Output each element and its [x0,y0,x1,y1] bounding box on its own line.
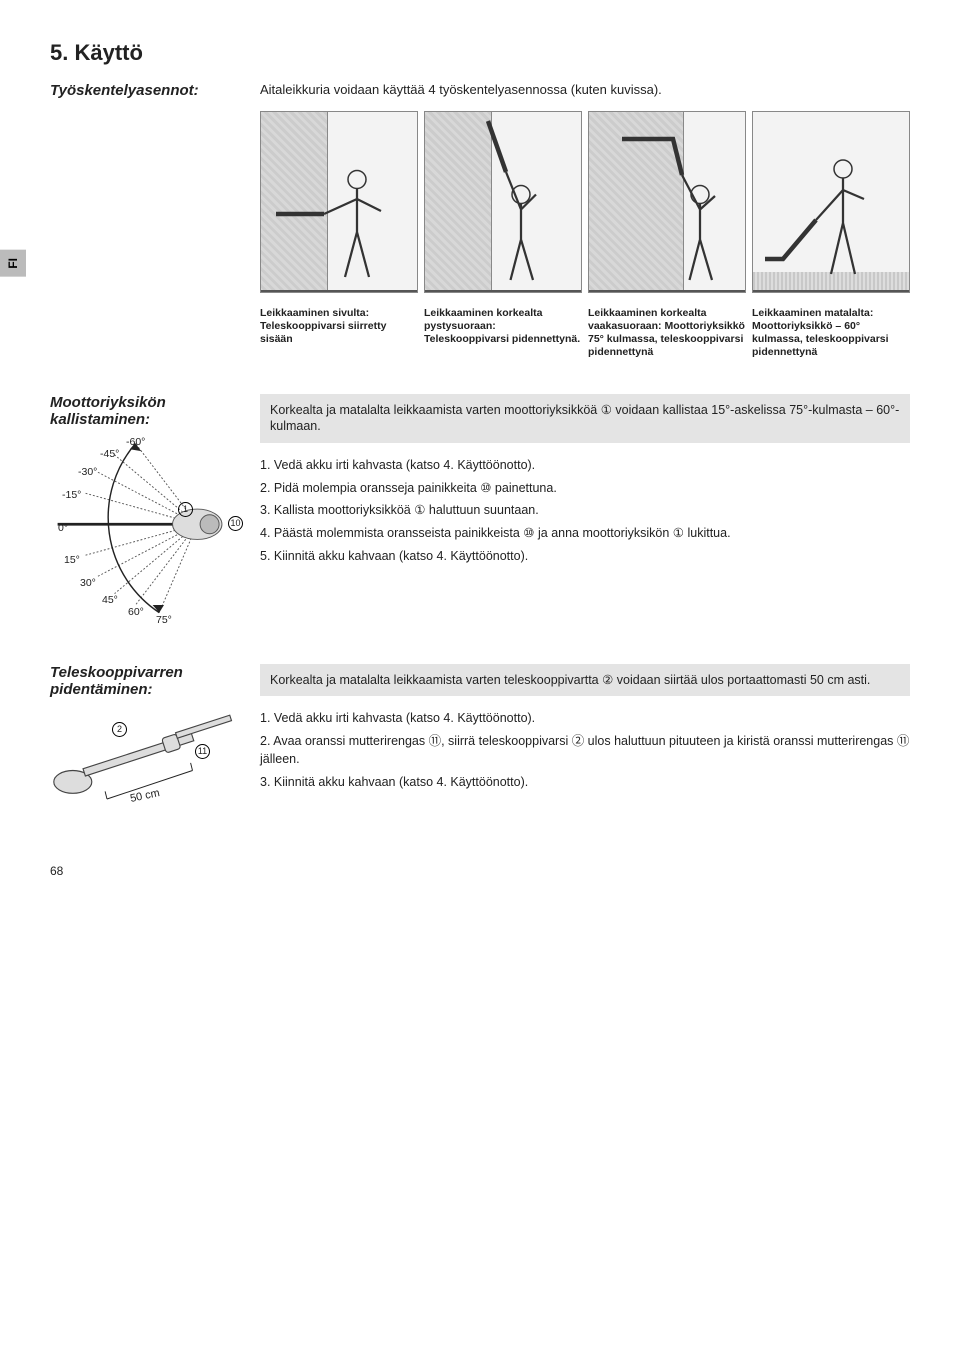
tele-section-label: Teleskooppivarren pidentäminen: [50,664,240,698]
page-number: 68 [50,864,910,878]
caption-row: Leikkaaminen sivulta: Teleskooppivarsi s… [260,307,910,360]
caption-3: Leikkaaminen korkealta vaakasuoraan: Moo… [588,307,746,360]
intro-text: Aitaleikkuria voidaan käyttää 4 työskent… [260,82,910,97]
tele-step-2: 2. Avaa oranssi mutterirengas ⑪, siirrä … [260,732,910,770]
illustration-high-horizontal [588,111,746,293]
marker-10: 10 [228,516,243,531]
illustration-row [260,111,910,293]
marker-2: 2 [112,722,127,737]
caption-4: Leikkaaminen matalalta: Moottoriyksikkö … [752,307,910,360]
tilt-section-label: Moottoriyksikön kallistaminen: [50,394,240,428]
angle-30: 30° [80,577,96,589]
illustration-side-cut [260,111,418,293]
angle-45: 45° [102,594,118,606]
tilt-greybox: Korkealta ja matalalta leikkaamista vart… [260,394,910,444]
angle-n30: -30° [78,466,97,478]
angle-15: 15° [64,554,80,566]
section-heading: 5. Käyttö [50,40,910,66]
marker-11: 11 [195,744,210,759]
tilt-step-5: 5. Kiinnitä akku kahvaan (katso 4. Käytt… [260,547,910,566]
angle-n60: -60° [126,436,145,448]
angle-n45: -45° [100,448,119,460]
tilt-step-3: 3. Kallista moottoriyksikköä ① haluttuun… [260,501,910,520]
tele-steps: 1. Vedä akku irti kahvasta (katso 4. Käy… [260,709,910,792]
tele-diagram: 2 11 50 cm [50,704,240,804]
language-tab: FI [0,250,26,277]
tilt-step-2: 2. Pidä molempia oransseja painikkeita ⑩… [260,479,910,498]
illustration-low-cut [752,111,910,293]
tilt-step-1: 1. Vedä akku irti kahvasta (katso 4. Käy… [260,456,910,475]
tilt-diagram: -60° -45° -30° -15° 0° 15° 30° 45° 60° 7… [50,434,240,624]
angle-60: 60° [128,606,144,618]
caption-1: Leikkaaminen sivulta: Teleskooppivarsi s… [260,307,418,360]
angle-75: 75° [156,614,172,626]
angle-n15: -15° [62,489,81,501]
tele-greybox: Korkealta ja matalalta leikkaamista vart… [260,664,910,697]
tele-step-3: 3. Kiinnitä akku kahvaan (katso 4. Käytt… [260,773,910,792]
tilt-step-4: 4. Päästä molemmista oransseista painikk… [260,524,910,543]
marker-1: 1 [178,502,193,517]
tele-step-1: 1. Vedä akku irti kahvasta (katso 4. Käy… [260,709,910,728]
caption-2: Leikkaaminen korkealta pystysuoraan: Tel… [424,307,582,360]
working-positions-label: Työskentelyasennot: [50,82,240,99]
illustration-high-vertical [424,111,582,293]
angle-0: 0° [58,522,68,534]
tilt-steps: 1. Vedä akku irti kahvasta (katso 4. Käy… [260,456,910,566]
